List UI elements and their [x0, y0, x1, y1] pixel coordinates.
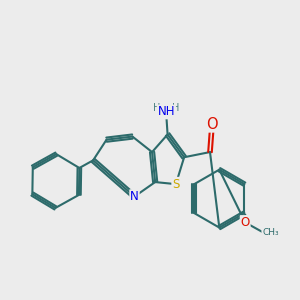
Text: N: N [130, 190, 139, 203]
Text: CH₃: CH₃ [262, 228, 279, 237]
Text: H: H [153, 103, 161, 113]
Text: NH: NH [158, 106, 175, 118]
Text: O: O [241, 216, 250, 229]
Text: S: S [172, 178, 179, 190]
Text: H: H [172, 103, 179, 113]
Text: O: O [206, 117, 218, 132]
